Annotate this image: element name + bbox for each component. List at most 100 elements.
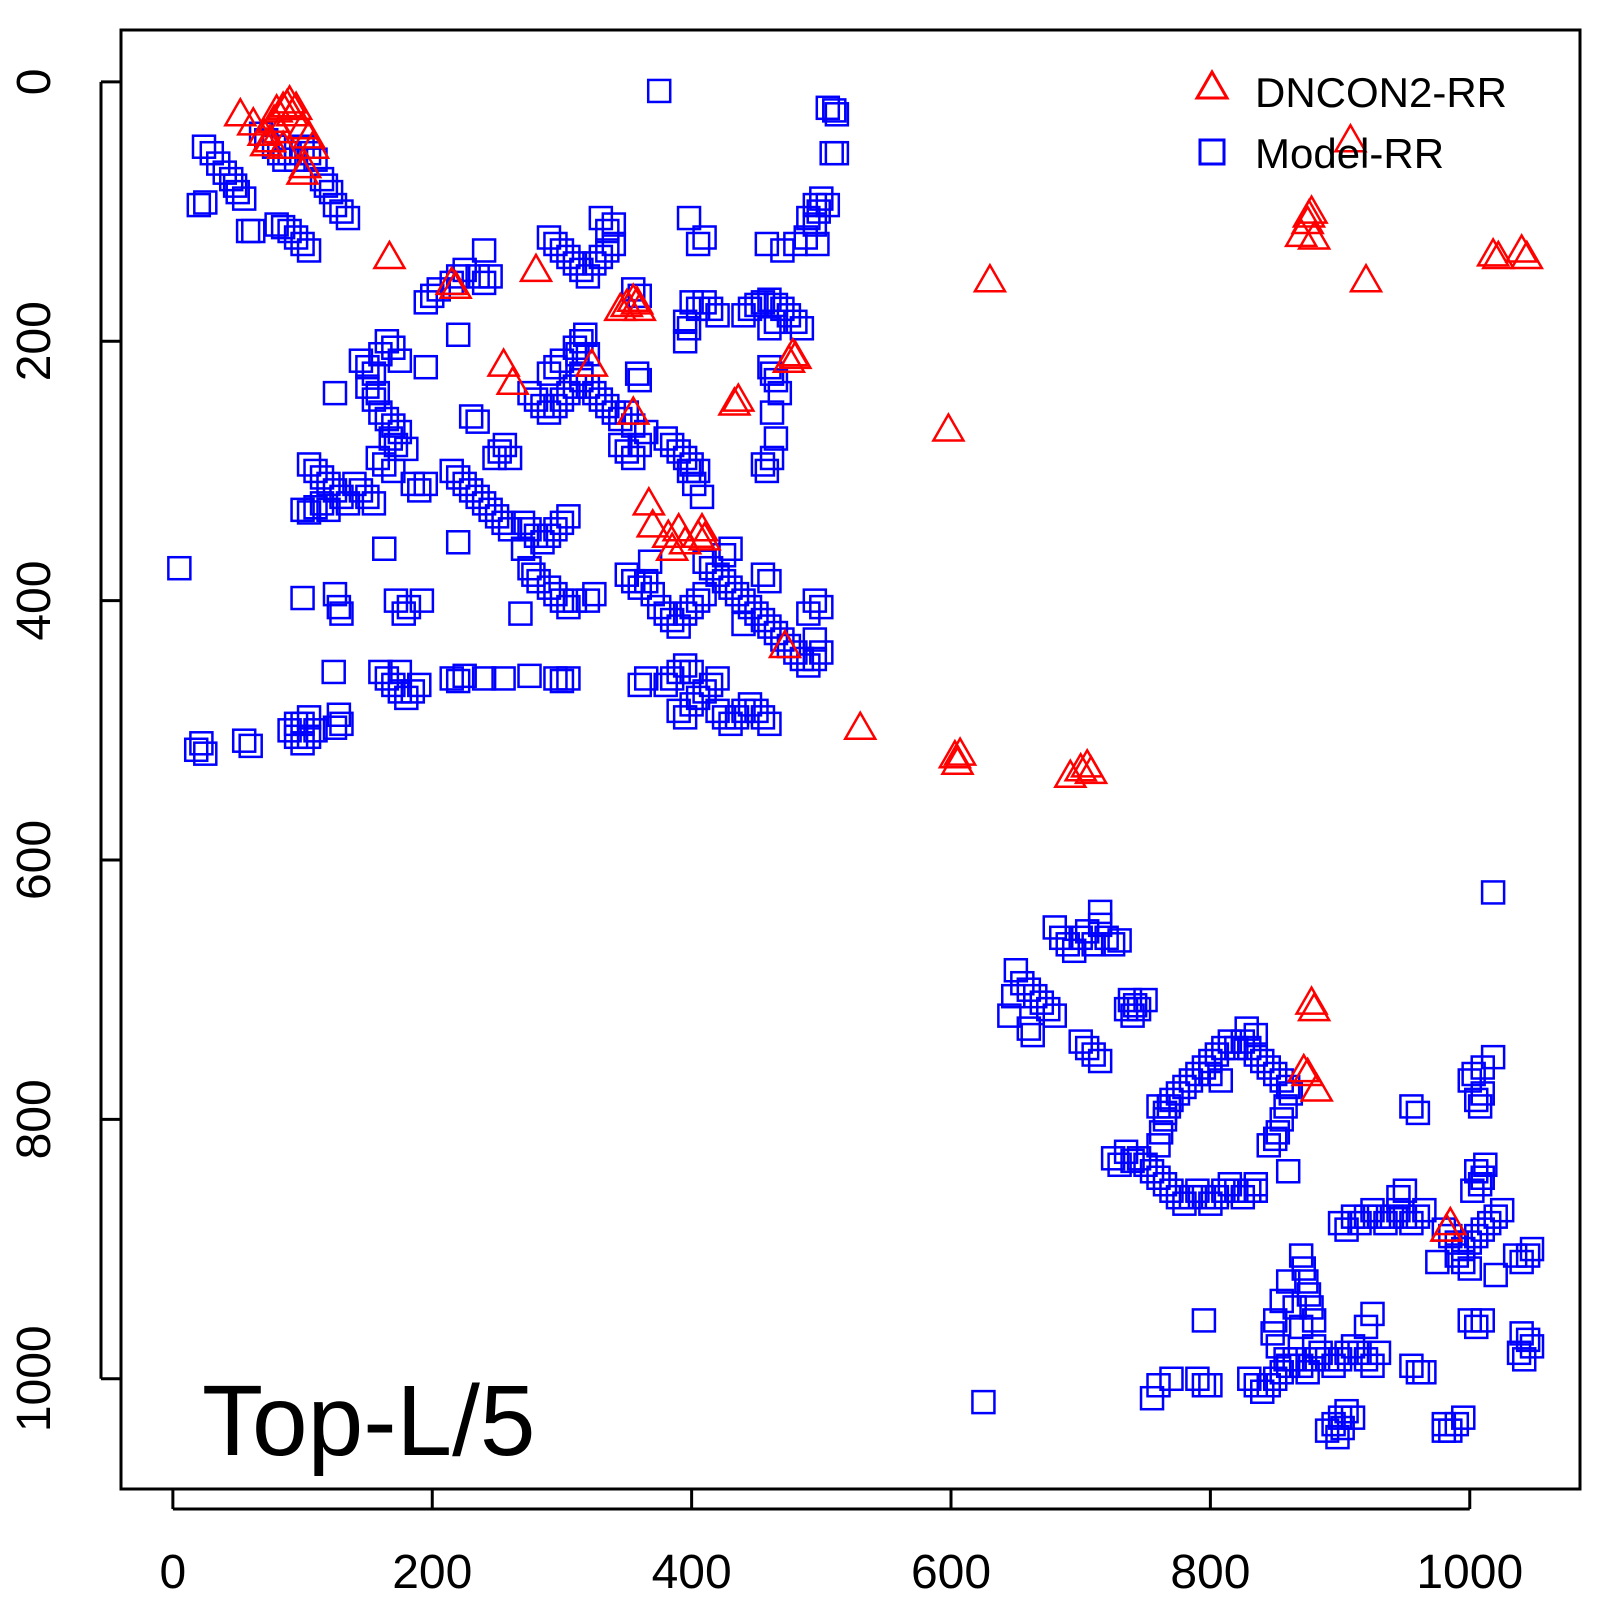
dncon2-rr-point <box>972 262 1008 293</box>
model-rr-point <box>1463 1223 1489 1249</box>
dncon2-rr-point <box>1290 1056 1325 1087</box>
model-rr-point <box>458 478 484 503</box>
model-rr-point <box>1133 1152 1158 1178</box>
model-rr-point <box>523 523 549 549</box>
model-rr-point <box>724 581 750 607</box>
model-rr-point <box>1353 1204 1379 1229</box>
model-rr-point <box>491 666 516 691</box>
model-rr-point <box>1120 1003 1145 1028</box>
model-rr-point <box>824 140 850 166</box>
model-rr-point <box>1489 1197 1515 1223</box>
model-rr-point <box>1457 1068 1483 1093</box>
dncon2-rr-point <box>1063 751 1098 782</box>
model-rr-point <box>676 316 702 341</box>
model-rr-point <box>387 659 413 685</box>
model-rr-point <box>1217 1171 1243 1197</box>
dncon2-rr-point <box>438 269 473 300</box>
model-rr-point <box>374 666 400 691</box>
model-rr-point <box>1178 1184 1204 1210</box>
model-rr-point <box>1185 1366 1210 1392</box>
model-rr-point <box>231 186 257 211</box>
dncon2-rr-point <box>942 736 978 766</box>
model-rr-point <box>1366 1340 1392 1366</box>
model-rr-point <box>445 668 471 694</box>
model-rr-point <box>1470 1081 1495 1106</box>
model-rr-point <box>705 666 730 691</box>
model-rr-point <box>1480 1044 1506 1070</box>
model-rr-point <box>1463 1087 1489 1113</box>
model-rr-point <box>1243 1178 1269 1203</box>
model-rr-point <box>471 491 497 516</box>
dncon2-rr-point <box>295 129 331 159</box>
model-rr-point <box>1016 1016 1042 1041</box>
model-rr-point <box>471 238 497 263</box>
model-rr-point <box>361 387 387 412</box>
model-rr-point <box>1243 1042 1269 1067</box>
dncon2-rr-point <box>291 118 327 149</box>
model-rr-point <box>309 465 335 490</box>
model-rr-point <box>1278 1081 1304 1106</box>
model-rr-point <box>1470 1217 1495 1242</box>
model-rr-point <box>409 588 435 613</box>
model-rr-point <box>759 400 785 425</box>
model-rr-point <box>1457 1256 1483 1281</box>
model-rr-point <box>439 458 464 484</box>
legend-triangle-marker <box>1194 68 1230 100</box>
model-rr-point <box>387 419 413 445</box>
y-tick-label: 0 <box>8 69 61 96</box>
model-rr-point <box>754 458 780 484</box>
model-rr-point <box>1146 1165 1171 1190</box>
model-rr-point <box>759 361 785 386</box>
model-rr-point <box>588 205 614 231</box>
model-rr-point <box>283 724 309 750</box>
model-rr-point <box>348 478 374 503</box>
model-rr-point <box>1256 1133 1281 1158</box>
model-rr-point <box>802 192 828 218</box>
model-rr-point <box>1262 1366 1288 1392</box>
dncon2-rr-point <box>940 745 975 775</box>
legend-item-dncon2-rr: DNCON2-RR <box>1194 68 1507 116</box>
model-rr-point <box>264 212 289 237</box>
model-rr-point <box>517 517 542 542</box>
model-rr-point <box>1074 919 1100 944</box>
model-rr-point <box>744 698 769 724</box>
model-rr-point <box>1301 1308 1327 1333</box>
model-rr-point <box>1256 1055 1281 1080</box>
model-rr-point <box>633 568 659 594</box>
model-rr-point <box>1094 925 1119 951</box>
model-rr-point <box>374 406 400 432</box>
dncon2-rr-point <box>372 239 407 270</box>
model-rr-point <box>1347 1210 1372 1236</box>
model-rr-point <box>573 322 598 348</box>
model-rr-point <box>744 292 769 318</box>
model-rr-point <box>698 296 724 322</box>
model-rr-point <box>1275 1269 1301 1294</box>
model-rr-point <box>167 555 192 581</box>
model-rr-point <box>1480 880 1506 905</box>
dncon2-rr-point <box>631 485 666 516</box>
model-rr-point <box>1211 1035 1236 1061</box>
model-rr-point <box>1230 1184 1256 1210</box>
model-rr-point <box>396 594 422 620</box>
model-rr-point <box>1265 1120 1291 1145</box>
model-rr-point <box>637 549 663 574</box>
model-rr-point <box>309 166 335 192</box>
model-rr-point <box>1294 1269 1319 1294</box>
model-rr-point <box>681 471 707 497</box>
model-rr-point <box>783 309 808 335</box>
model-rr-point <box>624 361 650 386</box>
model-rr-point <box>608 432 633 458</box>
model-rr-point <box>303 458 328 484</box>
dncon2-rr-point <box>278 90 314 121</box>
model-rr-point <box>183 737 209 763</box>
dncon2-rr-point <box>1296 991 1332 1022</box>
dncon2-rr-point <box>272 83 307 114</box>
model-rr-point <box>296 452 322 477</box>
model-rr-point <box>718 575 743 600</box>
model-rr-point <box>582 380 607 406</box>
model-rr-point <box>1010 970 1035 996</box>
model-rr-point <box>692 225 717 250</box>
dncon2-rr-point <box>767 628 803 659</box>
dncon2-rr-point <box>1073 754 1109 785</box>
model-rr-point <box>1211 1178 1236 1203</box>
